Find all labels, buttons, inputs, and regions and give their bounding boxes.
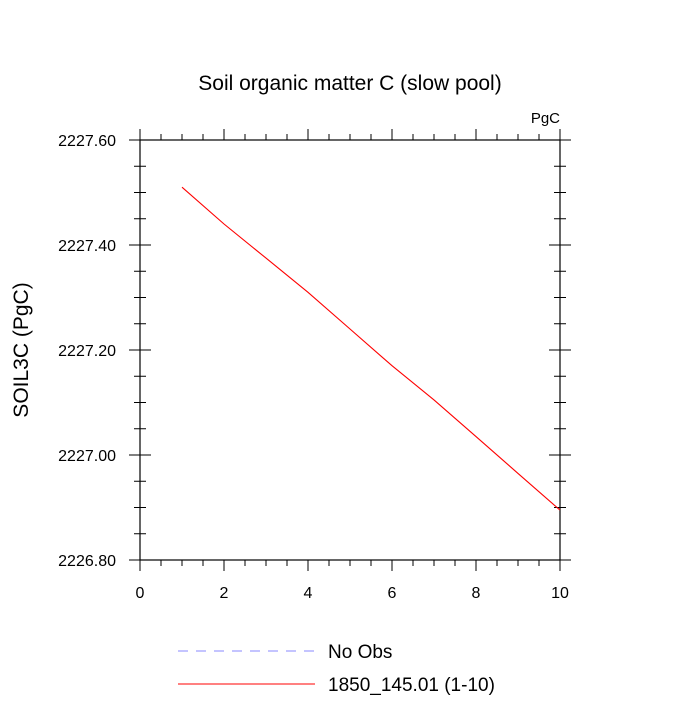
x-tick-label: 10 (551, 585, 569, 602)
axes: 0 2 4 6 8 10 2226.80 2227.00 2227.20 2227.40 2227.… (58, 129, 571, 602)
chart-title: Soil organic matter C (slow pool) (198, 72, 501, 95)
units-label: PgC (531, 110, 560, 127)
legend-label: No Obs (328, 642, 392, 663)
legend: No Obs 1850_145.01 (1-10) (178, 642, 495, 696)
x-tick-label: 2 (220, 585, 229, 602)
series-layer (181, 186, 561, 511)
y-tick-label: 2227.40 (58, 238, 116, 255)
x-tick-label: 8 (472, 585, 481, 602)
y-tick-label: 2227.00 (58, 448, 116, 465)
x-tick-label: 6 (388, 585, 397, 602)
y-tick-label: 2226.80 (58, 553, 116, 570)
y-axis-label: SOIL3C (PgC) (10, 282, 33, 417)
x-tick-label: 4 (304, 585, 313, 602)
series-line (181, 186, 561, 511)
plot-frame (139, 139, 561, 561)
legend-label: 1850_145.01 (1-10) (328, 675, 495, 696)
y-tick-label: 2227.20 (58, 343, 116, 360)
y-tick-label: 2227.60 (58, 133, 116, 150)
x-tick-label: 0 (136, 585, 145, 602)
